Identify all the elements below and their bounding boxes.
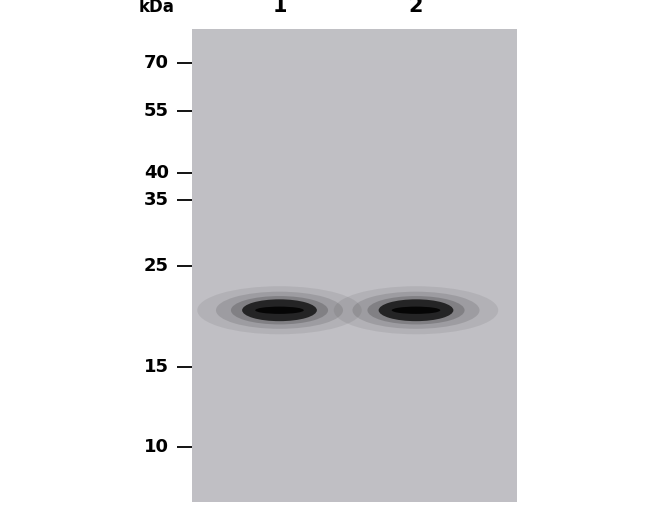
- Bar: [192, 250, 517, 265]
- Bar: [192, 108, 517, 123]
- Text: 35: 35: [144, 191, 169, 209]
- Bar: [192, 44, 517, 60]
- Bar: [192, 139, 517, 155]
- Ellipse shape: [255, 307, 304, 314]
- Bar: [192, 375, 517, 392]
- Bar: [192, 313, 517, 328]
- Ellipse shape: [242, 300, 317, 321]
- Bar: [192, 281, 517, 297]
- Bar: [192, 486, 517, 502]
- Ellipse shape: [392, 307, 440, 314]
- Text: 2: 2: [409, 0, 423, 16]
- Bar: [192, 233, 517, 250]
- Ellipse shape: [198, 286, 361, 334]
- Text: 1: 1: [272, 0, 287, 16]
- Ellipse shape: [378, 300, 454, 321]
- Bar: [192, 297, 517, 313]
- Bar: [192, 265, 517, 281]
- Bar: [192, 123, 517, 139]
- Bar: [192, 202, 517, 218]
- Bar: [192, 328, 517, 344]
- Bar: [192, 92, 517, 108]
- Bar: [192, 171, 517, 186]
- Bar: [192, 60, 517, 76]
- Bar: [192, 218, 517, 233]
- Bar: [192, 155, 517, 171]
- Bar: [192, 76, 517, 92]
- Ellipse shape: [231, 296, 328, 324]
- Text: 15: 15: [144, 358, 169, 376]
- Text: 10: 10: [144, 438, 169, 456]
- Bar: [192, 407, 517, 423]
- Bar: [192, 454, 517, 470]
- Text: 55: 55: [144, 101, 169, 120]
- Ellipse shape: [367, 296, 465, 324]
- Bar: [192, 423, 517, 439]
- Text: 70: 70: [144, 54, 169, 72]
- Bar: [192, 392, 517, 407]
- Bar: [192, 29, 517, 44]
- Text: 40: 40: [144, 164, 169, 183]
- Ellipse shape: [352, 292, 480, 329]
- Bar: [192, 29, 517, 502]
- Bar: [192, 360, 517, 375]
- Ellipse shape: [216, 292, 343, 329]
- Bar: [192, 344, 517, 360]
- Text: 25: 25: [144, 257, 169, 275]
- Bar: [192, 186, 517, 202]
- Ellipse shape: [334, 286, 499, 334]
- Bar: [192, 470, 517, 486]
- Bar: [192, 439, 517, 454]
- Text: kDa: kDa: [138, 0, 174, 16]
